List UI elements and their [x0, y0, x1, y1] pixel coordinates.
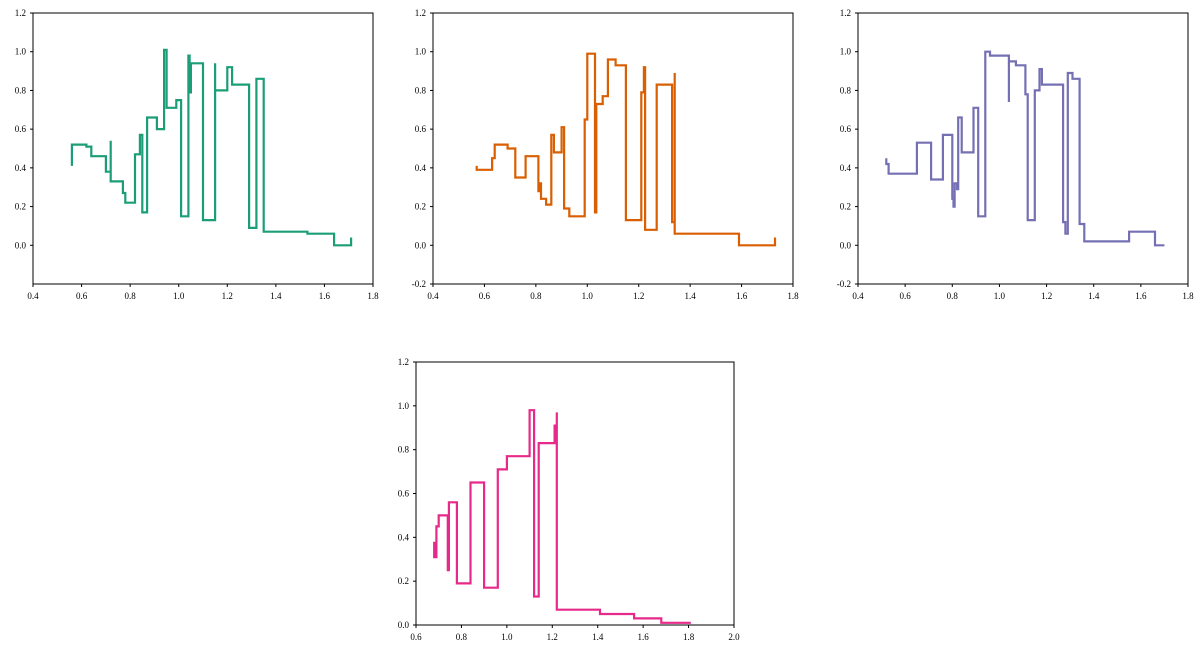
plot-frame: [415, 361, 735, 626]
y-tick-label: 1.0: [840, 47, 852, 57]
y-tick-label: 0.4: [840, 163, 852, 173]
x-tick-label: 1.8: [1182, 291, 1194, 301]
y-tick-label: 0.6: [15, 124, 27, 134]
x-tick-label: 0.8: [456, 632, 468, 642]
x-tick-label: 1.2: [222, 291, 233, 301]
x-tick-label: 1.0: [173, 291, 185, 301]
x-tick-label: 1.2: [547, 632, 558, 642]
x-tick-label: 0.6: [76, 291, 88, 301]
series-line: [475, 52, 777, 247]
y-tick-label: 1.0: [415, 47, 427, 57]
y-tick-label: 0.0: [840, 240, 852, 250]
y-tick-label: 0.8: [15, 85, 27, 95]
chart-green: 0.4 0.6 0.8 1.0 1.2 1.4 1.6 1.8 0.0 0.2 0.4 0.6 0.8 1…: [15, 8, 379, 301]
x-tick-label: 1.0: [582, 291, 594, 301]
plot-frame: [857, 12, 1189, 285]
y-tick-label: 0.4: [415, 163, 427, 173]
x-tick-label: 1.0: [994, 291, 1006, 301]
series-line: [433, 409, 691, 624]
y-tick-label: 0.0: [415, 240, 427, 250]
y-tick-label: 0.4: [15, 163, 27, 173]
y-tick-label: 0.8: [415, 85, 427, 95]
y-tick-label: 1.0: [398, 401, 410, 411]
y-tick-label: 0.6: [415, 124, 427, 134]
x-tick-label: 1.4: [270, 291, 282, 301]
x-tick-label: 0.6: [479, 291, 491, 301]
x-tick-label: 0.6: [900, 291, 912, 301]
x-tick-label: 1.4: [592, 632, 604, 642]
chart-orange: 0.4 0.6 0.8 1.0 1.2 1.4 1.6 1.8 -0.2 0.0 0.2 0.4 0.6…: [412, 8, 799, 301]
series-line: [885, 50, 1165, 247]
x-tick-label: 1.8: [787, 291, 799, 301]
x-tick-label: 1.0: [501, 632, 513, 642]
y-tick-label: 0.2: [415, 202, 426, 212]
x-tick-label: 1.2: [633, 291, 644, 301]
y-tick-label: 0.2: [398, 576, 409, 586]
y-tick-label: -0.2: [837, 279, 851, 289]
y-tick-label: 1.2: [15, 8, 26, 18]
y-tick-label: 0.2: [15, 202, 26, 212]
y-tick-label: 0.2: [840, 202, 851, 212]
y-tick-label: 0.0: [15, 240, 27, 250]
plot-frame: [32, 12, 374, 285]
y-tick-label: 0.8: [398, 445, 410, 455]
x-tick-label: 1.4: [1088, 291, 1100, 301]
x-tick-label: 0.8: [530, 291, 542, 301]
y-tick-label: 1.0: [15, 47, 27, 57]
y-tick-label: 0.6: [840, 124, 852, 134]
x-tick-label: 0.4: [27, 291, 39, 301]
x-tick-label: 0.6: [410, 632, 422, 642]
x-tick-label: 1.6: [1135, 291, 1147, 301]
chart-purple: 0.4 0.6 0.8 1.0 1.2 1.4 1.6 1.8 -0.2 0.0 0.2 0.4 0.6…: [837, 8, 1194, 301]
x-tick-label: 1.6: [638, 632, 650, 642]
plot-frame: [432, 12, 794, 285]
x-tick-label: 0.4: [427, 291, 439, 301]
y-tick-label: -0.2: [412, 279, 426, 289]
x-tick-label: 1.6: [319, 291, 331, 301]
y-tick-label: 0.8: [840, 85, 852, 95]
y-tick-label: 0.4: [398, 532, 410, 542]
x-tick-label: 1.4: [685, 291, 697, 301]
x-tick-label: 1.6: [736, 291, 748, 301]
y-tick-label: 0.0: [398, 620, 410, 630]
x-tick-label: 0.8: [947, 291, 959, 301]
y-tick-label: 1.2: [415, 8, 426, 18]
x-tick-label: 2.0: [728, 632, 740, 642]
series-line: [70, 48, 353, 247]
x-tick-label: 1.8: [367, 291, 379, 301]
x-tick-label: 0.4: [852, 291, 864, 301]
y-tick-label: 0.6: [398, 489, 410, 499]
x-tick-label: 1.8: [683, 632, 695, 642]
x-tick-label: 1.2: [1041, 291, 1052, 301]
y-tick-label: 1.2: [840, 8, 851, 18]
x-tick-label: 0.8: [125, 291, 137, 301]
chart-pink: 0.6 0.8 1.0 1.2 1.4 1.6 1.8 2.0 0.0 0.2 0.4 0.6 0.8 1…: [398, 357, 740, 642]
y-tick-label: 1.2: [398, 357, 409, 367]
